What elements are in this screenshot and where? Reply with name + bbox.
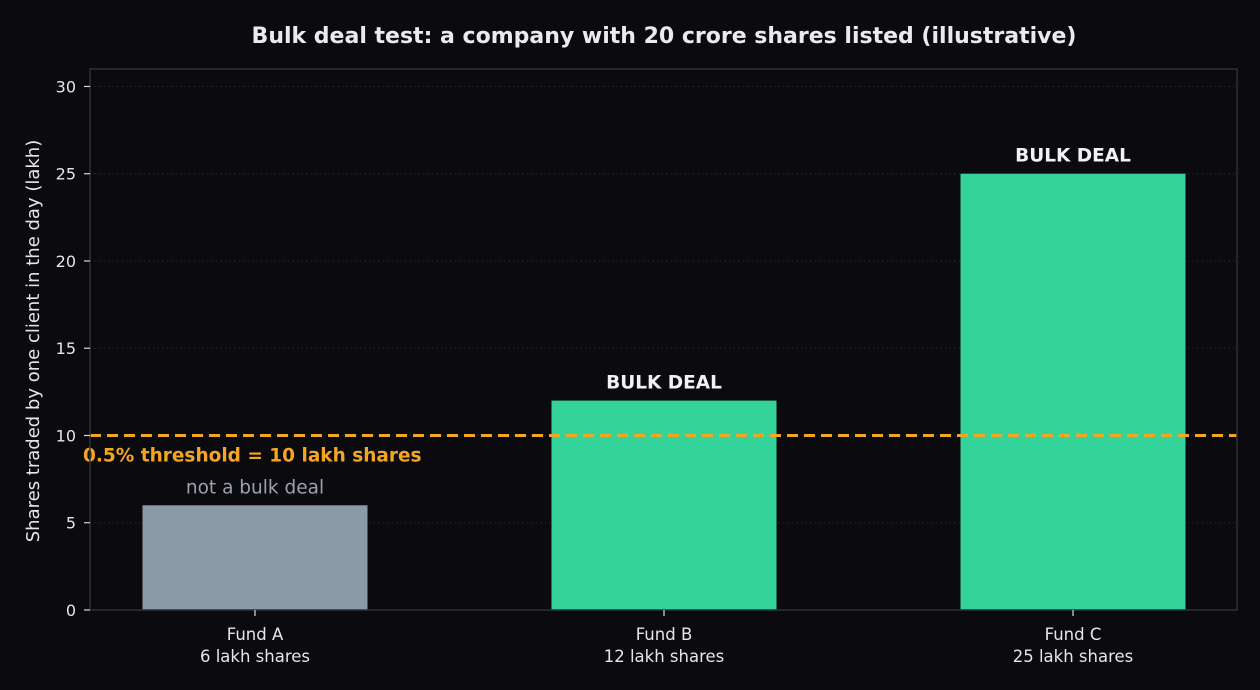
- x-tick-sublabel: 25 lakh shares: [1013, 647, 1134, 666]
- axes: 0 5 10 15 20 25 30 Fund A 6 lakh shares Fund B 12 …: [56, 68, 1238, 666]
- x-tick-sublabel: 6 lakh shares: [200, 647, 310, 666]
- bar-annotation: BULK DEAL: [606, 373, 722, 394]
- y-tick-label: 20: [56, 252, 76, 271]
- chart-title: Bulk deal test: a company with 20 crore …: [252, 24, 1077, 49]
- y-tick-label: 5: [66, 514, 76, 533]
- bar-fund-a: [142, 505, 368, 610]
- y-axis-label: Shares traded by one client in the day (…: [23, 140, 44, 543]
- threshold: 0.5% threshold = 10 lakh shares: [83, 433, 1237, 466]
- x-tick-sublabel: 12 lakh shares: [604, 647, 725, 666]
- bar-annotation: BULK DEAL: [1015, 146, 1131, 167]
- x-tick-label: Fund B: [636, 625, 693, 644]
- y-tick-label: 0: [66, 601, 76, 620]
- x-tick-label: Fund C: [1045, 625, 1102, 644]
- y-tick-label: 25: [56, 165, 76, 184]
- y-tick-label: 15: [56, 339, 76, 358]
- x-tick-label: Fund A: [227, 625, 284, 644]
- bar-fund-c: [960, 173, 1186, 611]
- y-tick-label: 10: [56, 426, 76, 445]
- threshold-label: 0.5% threshold = 10 lakh shares: [83, 445, 422, 466]
- bar-annotations: not a bulk deal BULK DEAL BULK DEAL: [186, 146, 1131, 499]
- y-tick-label: 30: [56, 77, 76, 96]
- bar-fund-b: [551, 400, 777, 610]
- bar-annotation: not a bulk deal: [186, 477, 324, 498]
